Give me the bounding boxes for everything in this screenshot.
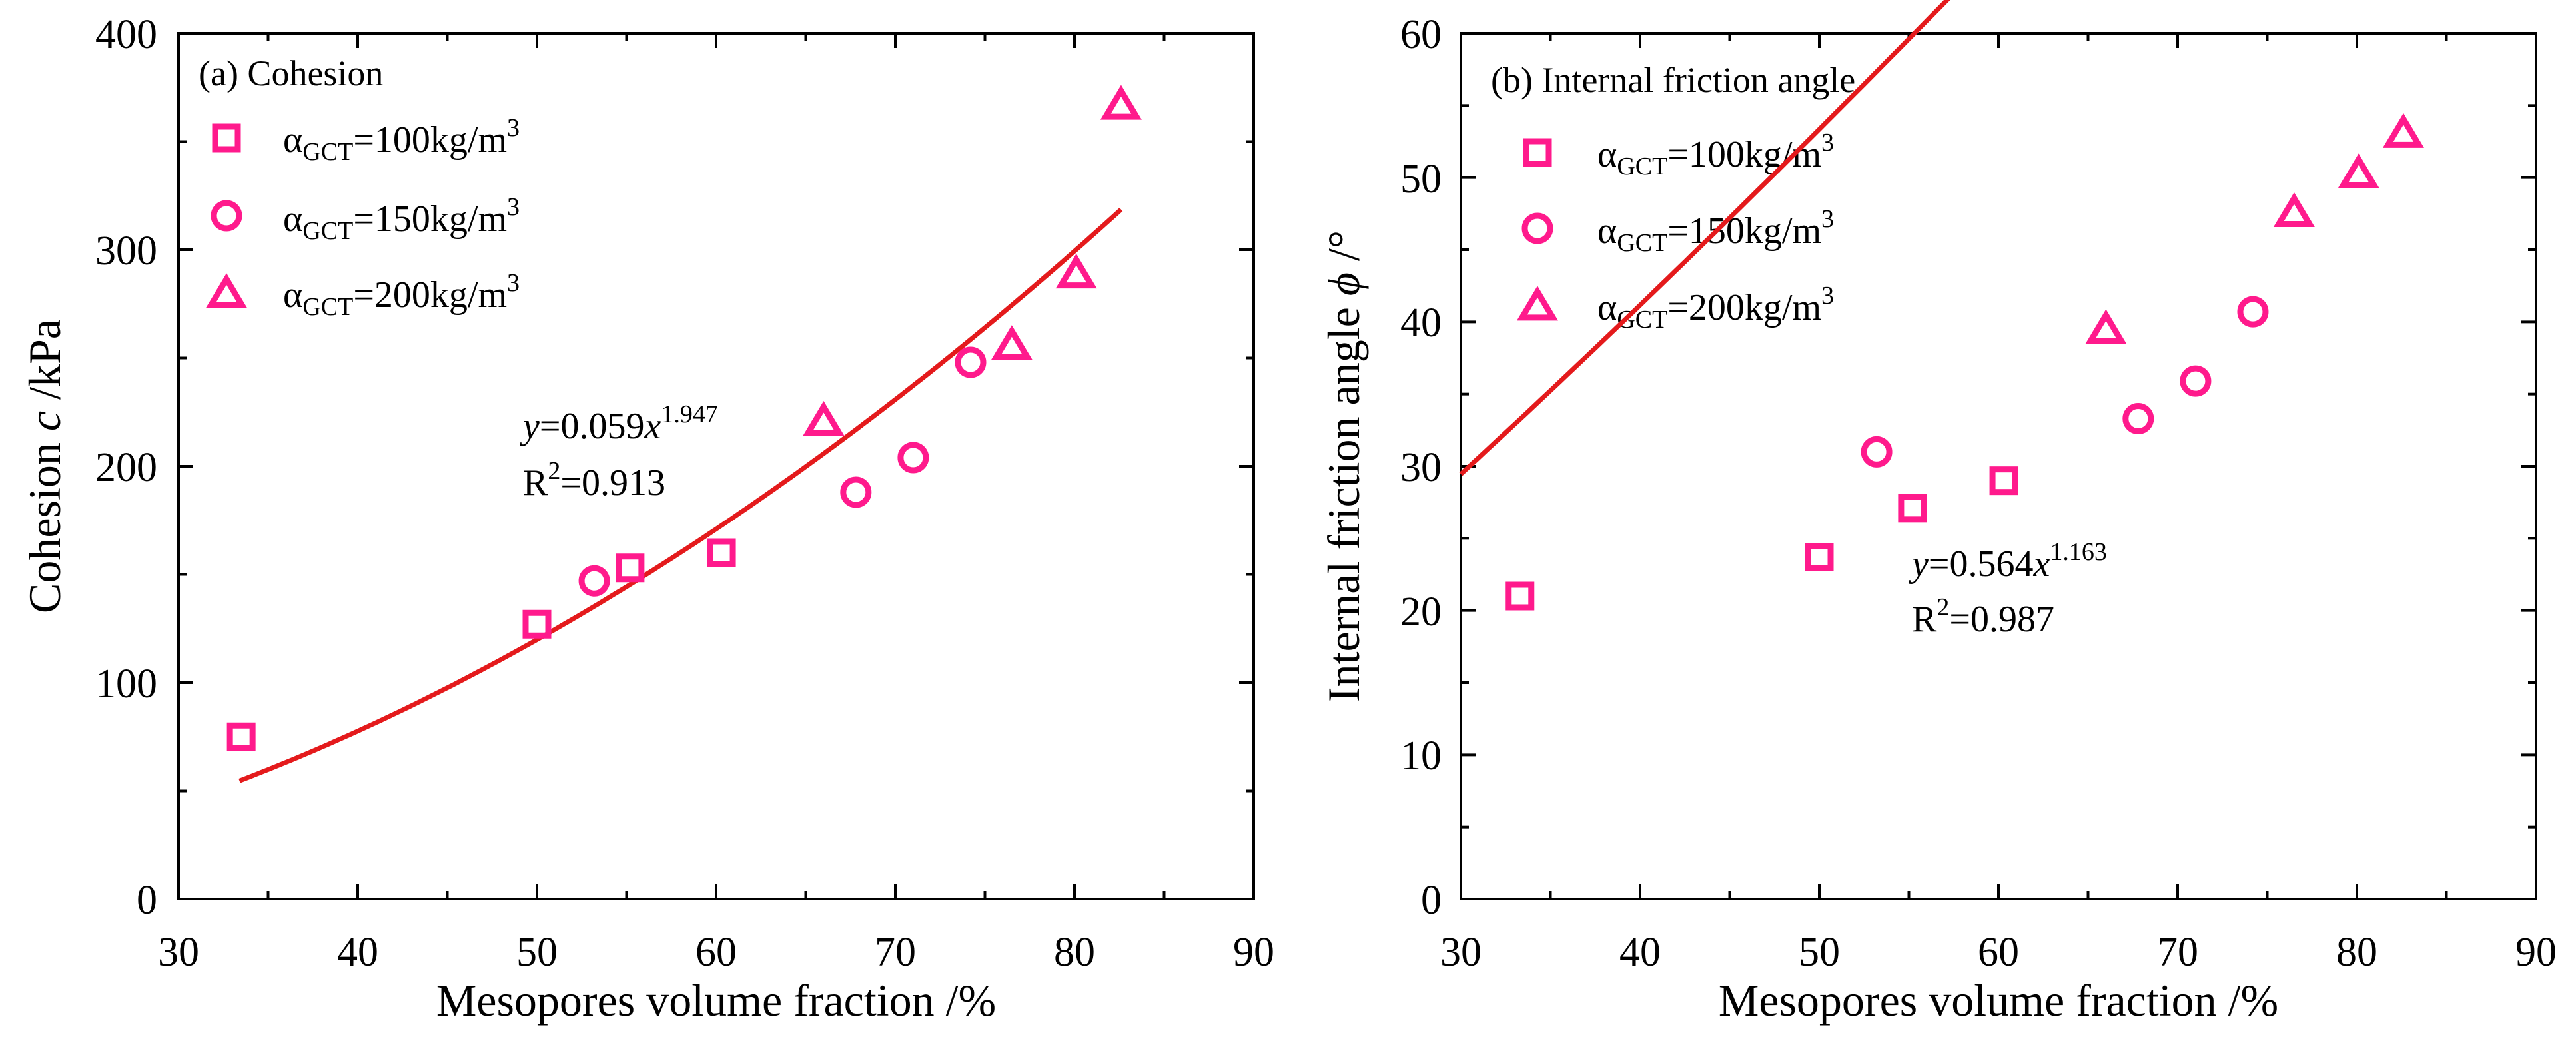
panel-b-ytick-label: 60 <box>1400 12 1442 57</box>
legend-entry: αGCT=100kg/m3 <box>283 114 520 166</box>
panel-b-label: (b) Internal friction angle <box>1491 60 1855 100</box>
panel-b-data-points <box>1505 113 2424 611</box>
panel-a-cohesion-chart: 30 40 50 60 70 80 90 0 100 200 300 400 M… <box>19 12 1274 1026</box>
legend-marker-square <box>1523 138 1552 167</box>
legend-marker-square <box>212 123 241 153</box>
panel-a-ytick-label: 0 <box>137 878 157 923</box>
panel-a-label: (a) Cohesion <box>199 53 383 93</box>
panel-b-fit-equation: y=0.564x1.163 <box>1909 538 2107 585</box>
legend-symbol-triangle <box>1516 286 1559 321</box>
data-point-circle <box>578 565 610 597</box>
panel-a-ytick-label: 400 <box>95 12 157 57</box>
legend-symbol-circle <box>1521 212 1553 244</box>
panel-a-xtick-label: 80 <box>1054 930 1095 975</box>
legend-symbol-circle <box>211 200 242 232</box>
panel-b-xtick-label: 70 <box>2157 930 2198 975</box>
panel-b-ytick-label: 30 <box>1400 445 1442 490</box>
legend-marker-triangle <box>205 273 248 308</box>
panel-b-x-axis-title: Mesopores volume fraction /% <box>1719 975 2278 1026</box>
data-point-circle <box>897 442 929 474</box>
panel-b-fit-line <box>1459 0 1950 476</box>
data-point-triangle <box>803 400 845 436</box>
data-point-triangle <box>1100 85 1142 120</box>
panel-b-ytick-label: 50 <box>1400 157 1442 202</box>
panel-a-data-points <box>226 85 1142 751</box>
panel-b-r2: R2=0.987 <box>1912 593 2054 640</box>
panel-b-ytick-label: 10 <box>1400 733 1442 779</box>
panel-a-ytick-label: 200 <box>95 445 157 490</box>
data-point-triangle <box>1055 253 1097 289</box>
panel-a-legend: αGCT=100kg/m3 αGCT=150kg/m3 αGCT=200kg/m… <box>205 114 520 321</box>
panel-a-x-axis-title: Mesopores volume fraction /% <box>436 975 996 1026</box>
legend-marker-triangle <box>1516 286 1559 321</box>
data-point-circle <box>1861 436 1893 468</box>
panel-b-friction-angle-chart: 30 40 50 60 70 80 90 0 10 20 30 40 50 60… <box>1318 0 2557 1026</box>
panel-a-ytick-label: 100 <box>95 661 157 707</box>
panel-b-xtick-label: 90 <box>2515 930 2557 975</box>
panel-a-xtick-label: 40 <box>337 930 378 975</box>
data-point-square <box>1989 466 2018 496</box>
data-point-square <box>1805 543 1834 571</box>
data-point-triangle <box>2382 113 2424 148</box>
panel-b-xtick-label: 80 <box>2336 930 2377 975</box>
data-point-circle <box>955 346 987 378</box>
panel-b-xtick-label: 40 <box>1619 930 1661 975</box>
data-point-triangle <box>991 325 1033 360</box>
data-point-square <box>707 538 736 567</box>
panel-b-xtick-label: 30 <box>1440 930 1482 975</box>
data-point-square <box>1898 494 1927 523</box>
data-point-triangle <box>2338 153 2379 188</box>
panel-a-xtick-label: 50 <box>516 930 558 975</box>
data-point-triangle <box>2273 192 2315 228</box>
data-point-circle <box>2180 365 2212 397</box>
panel-a-ytick-label: 300 <box>95 228 157 274</box>
panel-a-ticks <box>177 32 1255 900</box>
panel-a-y-axis-title: Cohesion c /kPa <box>19 319 70 613</box>
panel-b-ytick-label: 40 <box>1400 300 1442 346</box>
panel-b-legend: αGCT=100kg/m3 αGCT=150kg/m3 αGCT=200kg/m… <box>1516 129 1834 334</box>
legend-entry: αGCT=200kg/m3 <box>1597 282 1834 334</box>
legend-entry: αGCT=200kg/m3 <box>283 269 520 321</box>
panel-b-ytick-label: 0 <box>1421 878 1442 923</box>
legend-marker-circle <box>1521 212 1553 244</box>
panel-a-xtick-label: 30 <box>158 930 199 975</box>
panel-a-fit-equation: y=0.059x1.947 <box>520 400 718 447</box>
legend-entry: αGCT=100kg/m3 <box>1597 129 1834 180</box>
data-point-triangle <box>2085 309 2127 344</box>
panel-a-xtick-label: 90 <box>1233 930 1274 975</box>
data-point-circle <box>840 476 872 508</box>
data-point-square <box>522 609 552 639</box>
data-point-circle <box>2237 296 2269 328</box>
panel-a-xtick-label: 60 <box>695 930 737 975</box>
panel-b-ytick-label: 20 <box>1400 589 1442 635</box>
panel-b-xtick-label: 60 <box>1978 930 2019 975</box>
legend-symbol-square <box>212 123 241 153</box>
data-point-square <box>226 722 256 751</box>
panel-b-xtick-label: 50 <box>1799 930 1840 975</box>
legend-symbol-triangle <box>205 273 248 308</box>
panel-b-y-axis-title: Internal friction angle ϕ /° <box>1318 230 1369 702</box>
data-point-circle <box>2122 403 2154 434</box>
legend-entry: αGCT=150kg/m3 <box>283 193 520 245</box>
data-point-square <box>616 553 645 583</box>
panel-b-ticks <box>1460 32 2537 900</box>
legend-marker-circle <box>211 200 242 232</box>
data-point-square <box>1505 581 1535 611</box>
panel-a-fit-curve <box>238 208 1123 783</box>
legend-symbol-square <box>1523 138 1552 167</box>
legend-entry: αGCT=150kg/m3 <box>1597 205 1834 257</box>
panel-a-xtick-label: 70 <box>875 930 916 975</box>
panel-a-r2: R2=0.913 <box>523 457 665 504</box>
